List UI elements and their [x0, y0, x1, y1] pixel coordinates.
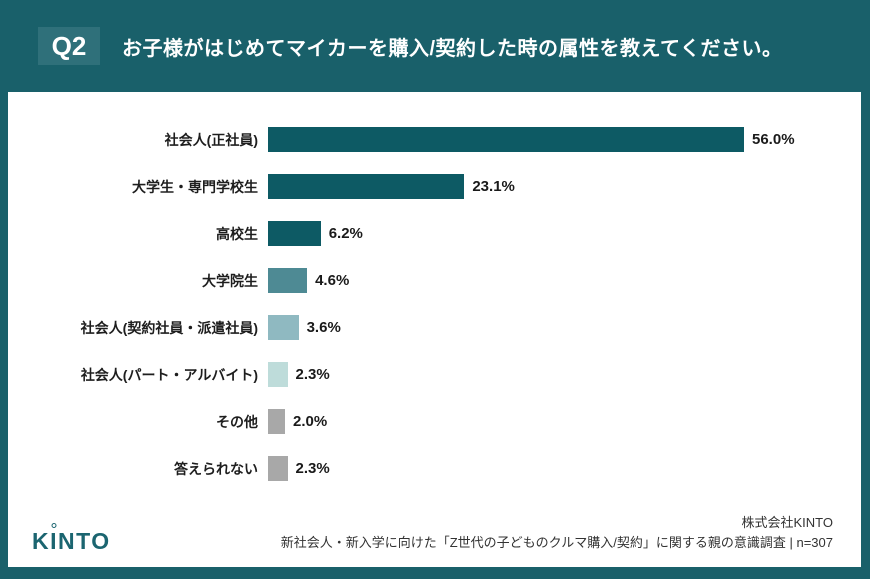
question-title: お子様がはじめてマイカーを購入/契約した時の属性を教えてください。 — [122, 37, 783, 60]
bar-row: 大学院生 4.6% — [8, 268, 861, 293]
category-label: 社会人(正社員) — [164, 131, 258, 148]
bar — [268, 174, 465, 199]
company-name: 株式会社KINTO — [741, 514, 834, 530]
category-label: その他 — [216, 413, 258, 430]
value-label: 2.0% — [293, 413, 328, 430]
category-label: 答えられない — [174, 460, 258, 477]
value-label: 4.6% — [315, 272, 350, 289]
category-label: 大学院生 — [202, 272, 258, 289]
bar-track: 4.6% — [268, 268, 861, 293]
bar-track: 2.3% — [268, 362, 861, 387]
bar — [268, 127, 744, 152]
question-number: Q2 — [51, 30, 87, 61]
logo-letters-nto: NTO — [58, 528, 111, 554]
bar-row: 答えられない 2.3% — [8, 456, 861, 481]
value-label: 6.2% — [328, 225, 363, 242]
bar-row: その他 2.0% — [8, 409, 861, 434]
bar-track: 6.2% — [268, 221, 861, 246]
value-label: 2.3% — [295, 366, 330, 383]
bar — [268, 409, 285, 434]
chart-card: 社会人(正社員) 56.0% 大学生・専門学校生 23.1% 高校生 6.2% 大学院生 4.… — [8, 92, 861, 567]
bar-chart: 社会人(正社員) 56.0% 大学生・専門学校生 23.1% 高校生 6.2% 大学院生 4.… — [8, 92, 861, 503]
value-label: 23.1% — [472, 178, 515, 195]
logo-letter-i: I — [50, 522, 58, 553]
bar-row: 社会人(正社員) 56.0% — [8, 127, 861, 152]
bar-track: 2.3% — [268, 456, 861, 481]
value-label: 3.6% — [306, 319, 341, 336]
bar-row: 高校生 6.2% — [8, 221, 861, 246]
chart-rows: 社会人(正社員) 56.0% 大学生・専門学校生 23.1% 高校生 6.2% 大学院生 4.… — [8, 127, 861, 481]
kinto-logo: KI NTO — [32, 522, 111, 554]
value-label: 56.0% — [752, 131, 795, 148]
question-number-badge: Q2 — [38, 27, 100, 65]
bar — [268, 221, 321, 246]
bar — [268, 456, 288, 481]
question-header: Q2 お子様がはじめてマイカーを購入/契約した時の属性を教えてください。 — [0, 0, 870, 92]
source-attribution: 株式会社KINTO 新社会人・新入学に向けた「Z世代の子どものクルマ購入/契約」… — [281, 513, 833, 553]
card-footer: KI NTO 株式会社KINTO 新社会人・新入学に向けた「Z世代の子どものクルマ… — [8, 513, 861, 567]
survey-description: 新社会人・新入学に向けた「Z世代の子どものクルマ購入/契約」に関する親の意識調査… — [280, 534, 833, 550]
bar — [268, 268, 308, 293]
bar-row: 社会人(パート・アルバイト) 2.3% — [8, 362, 861, 387]
logo-letter-k: K — [32, 528, 51, 554]
category-label: 社会人(パート・アルバイト) — [80, 366, 258, 383]
bar-track: 3.6% — [268, 315, 861, 340]
category-label: 大学生・専門学校生 — [132, 178, 258, 195]
bar-row: 社会人(契約社員・派遣社員) 3.6% — [8, 315, 861, 340]
bar-track: 23.1% — [268, 174, 861, 199]
value-label: 2.3% — [295, 460, 330, 477]
bar-track: 2.0% — [268, 409, 861, 434]
bar-track: 56.0% — [268, 127, 861, 152]
bar-row: 大学生・専門学校生 23.1% — [8, 174, 861, 199]
category-label: 高校生 — [216, 225, 258, 242]
bar — [268, 362, 288, 387]
category-label: 社会人(契約社員・派遣社員) — [80, 319, 258, 336]
bar — [268, 315, 299, 340]
